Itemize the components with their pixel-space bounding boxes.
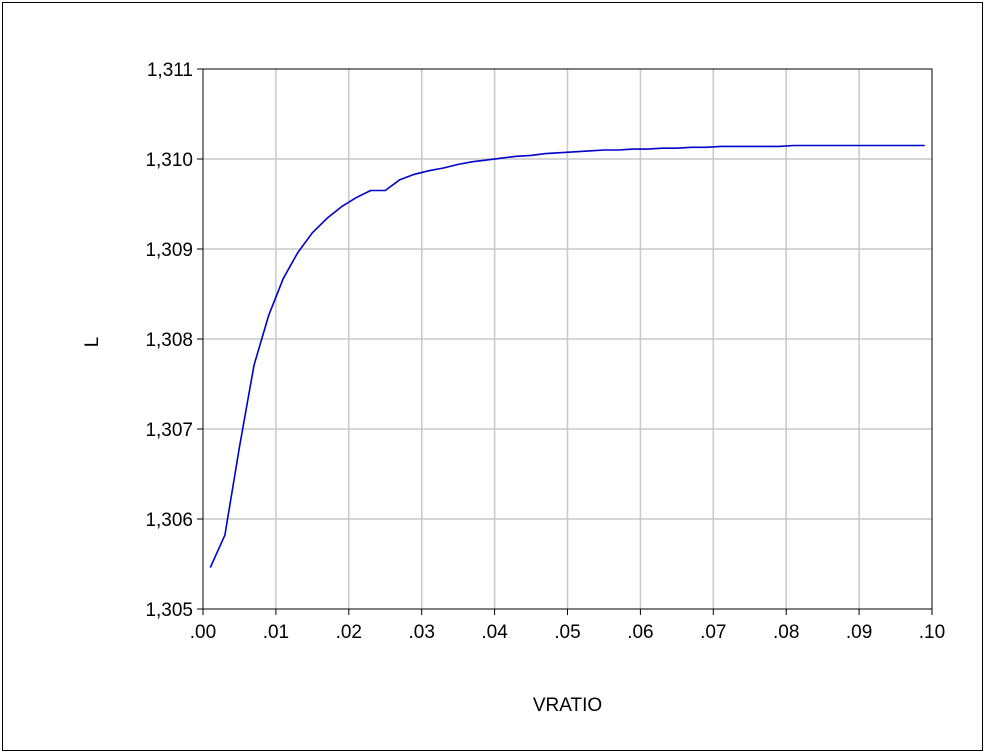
y-tick-label: 1,310 [145, 150, 193, 171]
x-tick-label: .07 [700, 622, 726, 643]
y-tick-label: 1,308 [145, 330, 193, 351]
y-tick-label: 1,306 [145, 510, 193, 531]
x-axis-title: VRATIO [533, 695, 602, 716]
x-tick-label: .04 [481, 622, 508, 643]
y-axis-title: L [82, 337, 103, 348]
x-tick-label: .01 [263, 622, 289, 643]
x-tick-label: .06 [627, 622, 653, 643]
x-tick-label: .00 [190, 622, 216, 643]
x-tick-label: .09 [846, 622, 872, 643]
y-tick-label: 1,311 [147, 60, 193, 81]
tick-labels: .00 .01 .02 .03 .04 .05 .06 .07 .08 .09 .10 1,305 1,… [145, 60, 945, 643]
x-tick-label: .10 [919, 622, 945, 643]
x-tick-label: .05 [554, 622, 580, 643]
x-tick-label: .03 [408, 622, 434, 643]
series-line [209, 144, 925, 568]
y-tick-label: 1,307 [145, 420, 193, 441]
grid [203, 69, 932, 609]
x-tick-label: .08 [773, 622, 799, 643]
y-tick-label: 1,305 [145, 600, 193, 621]
series-layer [209, 144, 925, 568]
x-tick-label: .02 [336, 622, 362, 643]
y-tick-label: 1,309 [145, 240, 193, 261]
ticks [197, 68, 933, 615]
